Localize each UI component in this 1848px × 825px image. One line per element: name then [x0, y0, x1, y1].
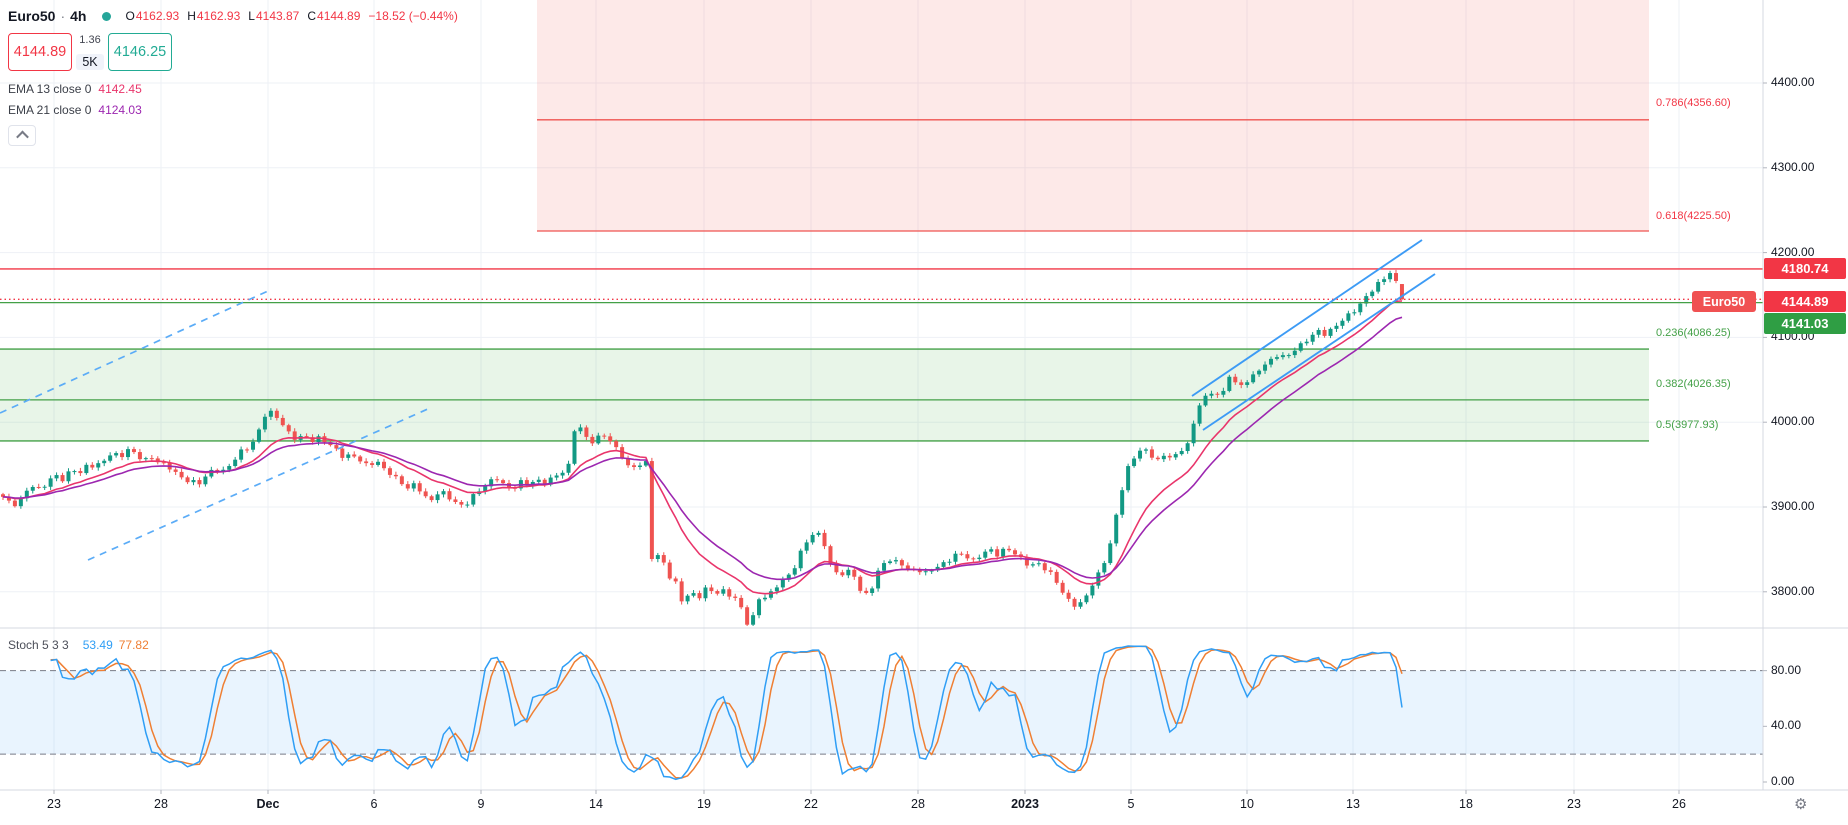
time-axis-label: 13 [1346, 797, 1360, 811]
stoch-d-value: 77.82 [118, 638, 149, 652]
indicator-label: EMA 21 close 0 [8, 103, 92, 117]
channel-line [1202, 273, 1436, 431]
sell-button[interactable]: 4144.89 [8, 33, 72, 71]
stoch-legend[interactable]: Stoch 5 3 3 53.49 77.82 [8, 638, 155, 652]
indicator-label: EMA 13 close 0 [8, 82, 92, 96]
time-axis-label: 18 [1459, 797, 1473, 811]
fib-level-label: 0.382(4026.35) [1656, 378, 1731, 390]
time-axis-label: 23 [1567, 797, 1581, 811]
indicator-value: 4142.45 [98, 82, 142, 96]
time-axis-label: 28 [911, 797, 925, 811]
price-axis-label: 4200.00 [1771, 244, 1815, 259]
symbol-title[interactable]: Euro50 [8, 8, 56, 24]
time-axis-label: 9 [477, 797, 485, 811]
chevron-up-icon [15, 130, 29, 144]
ema21-line [2, 316, 1403, 581]
order-panel: 4144.89 1.36 5K 4146.25 [8, 33, 458, 71]
price-axis-label: 4000.00 [1771, 414, 1815, 429]
price-label-box: 4141.03 [1764, 313, 1846, 334]
fib-level-label: 0.786(4356.60) [1656, 97, 1731, 109]
gear-icon[interactable]: ⚙ [1794, 796, 1808, 813]
ohlc-item: H4162.93 [187, 9, 241, 23]
ohlc-item: C4144.89 [307, 9, 361, 23]
change-value: −18.52 (−0.44%) [368, 9, 458, 23]
stoch-label: Stoch 5 3 3 [8, 638, 69, 652]
price-axis-label: 3900.00 [1771, 499, 1815, 513]
title-separator: · [60, 8, 66, 24]
time-axis-label: 14 [589, 797, 603, 811]
symbol-price-tag: Euro50 [1692, 291, 1756, 312]
price-axis-label: 3800.00 [1771, 583, 1815, 598]
market-status-icon [102, 11, 112, 21]
indicator-row[interactable]: EMA 21 close 0 4124.03 [8, 100, 458, 121]
stoch-k-line [50, 645, 1403, 781]
ema13-line [2, 300, 1403, 595]
fib-level-label: 0.236(4086.25) [1656, 327, 1731, 339]
fib-level-label: 0.5(3977.93) [1656, 419, 1719, 431]
price-axis-label: 4300.00 [1771, 159, 1815, 174]
price-axis-label: 4400.00 [1771, 75, 1815, 89]
quantity-field[interactable]: 5K [76, 54, 104, 70]
indicator-row[interactable]: EMA 13 close 0 4142.45 [8, 79, 458, 100]
collapse-legend-button[interactable] [8, 125, 36, 146]
channel-line [1191, 239, 1423, 397]
time-axis-label: 26 [1672, 797, 1686, 811]
price-label-box: 4180.74 [1764, 258, 1846, 279]
fib-level-label: 0.618(4225.50) [1656, 210, 1731, 222]
ohlc-values: O4162.93 H4162.93 L4143.87 C4144.89 −18.52 (… [125, 9, 457, 23]
ohlc-item: O4162.93 [125, 9, 180, 23]
ohlc-item: L4143.87 [248, 9, 300, 23]
indicator-value: 4124.03 [98, 103, 142, 117]
stoch-axis-label: 0.00 [1771, 774, 1795, 788]
interval-label[interactable]: 4h [70, 8, 87, 24]
stoch-k-value: 53.49 [82, 638, 113, 652]
time-axis-label: Dec [256, 797, 280, 811]
time-axis-label: 28 [154, 797, 168, 811]
time-axis-label: 5 [1127, 797, 1135, 811]
stoch-axis-label: 40.00 [1771, 718, 1802, 733]
buy-button[interactable]: 4146.25 [108, 33, 172, 71]
time-axis-label: 10 [1240, 797, 1254, 811]
candles [1, 269, 1404, 626]
time-axis-label: 2023 [1011, 797, 1039, 811]
time-axis-label: 22 [804, 797, 818, 811]
indicator-legend: EMA 13 close 0 4142.45 EMA 21 close 0 4124.… [8, 79, 458, 121]
stoch-axis-label: 80.00 [1771, 662, 1802, 677]
dashed-trendline [87, 407, 431, 561]
chart-legend: Euro50 · 4h O4162.93 H4162.93 L4143.87 C414… [8, 6, 458, 146]
price-label-box: 4144.89 [1764, 291, 1846, 312]
time-axis-label: 6 [370, 797, 378, 811]
time-axis-label: 19 [697, 797, 711, 811]
spread-value: 1.36 [79, 34, 101, 46]
time-axis-label: 23 [47, 797, 61, 811]
dashed-trendline [0, 290, 269, 414]
